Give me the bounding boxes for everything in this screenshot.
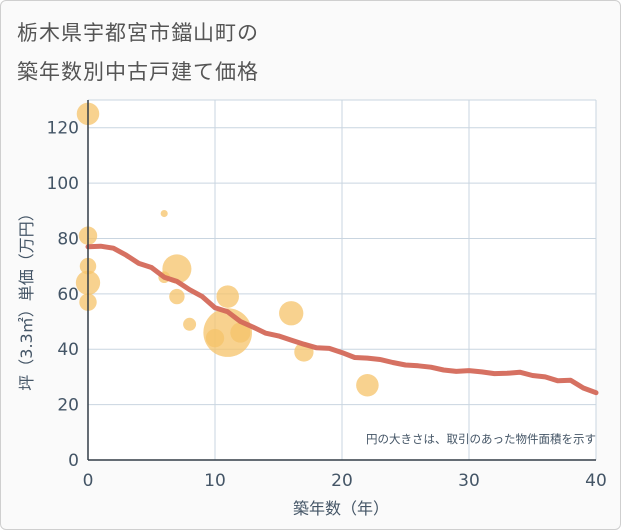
y-tick-label: 0	[68, 451, 79, 471]
x-tick-label: 30	[458, 471, 480, 491]
data-point-bubble	[216, 285, 239, 308]
y-tick-label: 60	[57, 285, 79, 305]
chart-title-line-1: 栃木県宇都宮市鐺山町の	[17, 21, 259, 45]
data-point-bubble	[162, 254, 192, 284]
tick-layer: 0 10 20 30 40 0 20 40 60 80 100 120	[47, 100, 607, 491]
x-tick-label: 20	[331, 471, 353, 491]
y-tick-label: 80	[57, 229, 79, 249]
x-axis-label: 築年数（年）	[293, 499, 389, 518]
y-tick-label: 20	[57, 396, 79, 416]
trend-line	[85, 243, 599, 396]
x-tick-label: 10	[204, 471, 226, 491]
data-point-bubble	[160, 209, 168, 218]
data-point-bubble	[230, 322, 251, 343]
y-tick-label: 40	[57, 340, 79, 360]
bubble-size-note: 円の大きさは、取引のあった物件面積を示す	[366, 432, 596, 446]
data-point-bubble	[169, 288, 185, 305]
data-point-bubble	[183, 317, 197, 331]
x-tick-label: 40	[585, 471, 607, 491]
y-tick-label: 100	[47, 174, 79, 194]
y-tick-label: 120	[47, 119, 79, 139]
trend-layer	[85, 243, 599, 396]
x-tick-label: 0	[83, 471, 94, 491]
data-point-bubble	[279, 301, 304, 326]
y-axis-label: 坪（3.3㎡）単価（万円）	[17, 205, 36, 390]
data-point-bubble	[356, 373, 379, 397]
chart-title-line-2: 築年数別中古戸建て価格	[17, 60, 259, 84]
